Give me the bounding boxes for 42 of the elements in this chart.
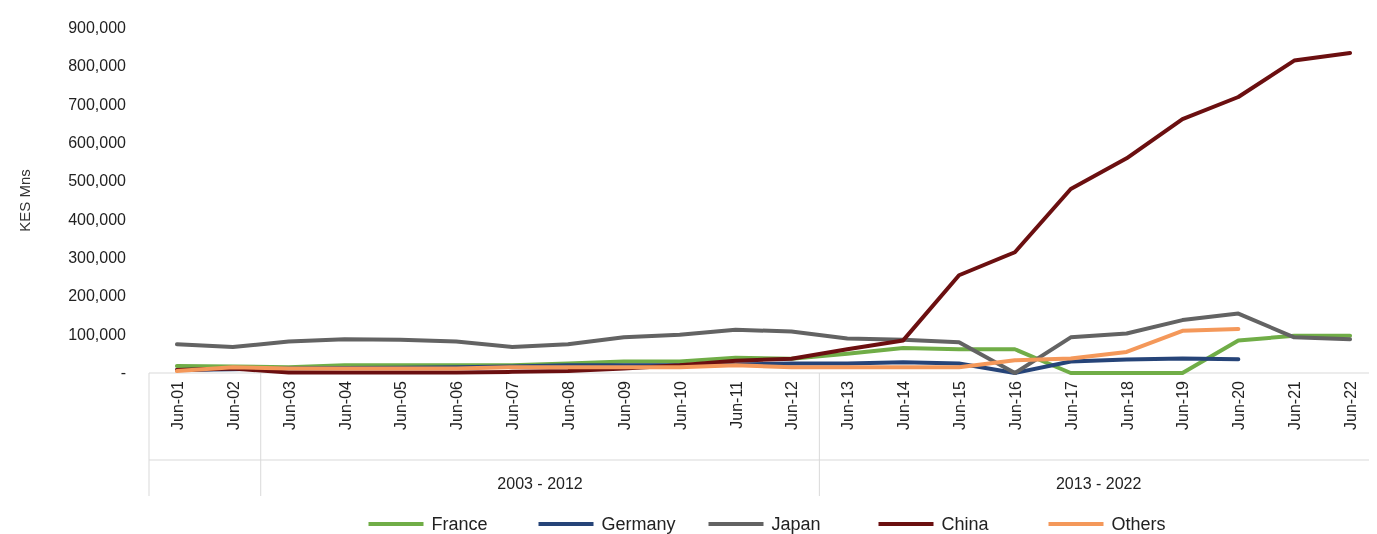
x-tick-label: Jun-21 — [1286, 380, 1304, 430]
x-tick-label: Jun-09 — [615, 380, 633, 430]
x-tick-label: Jun-14 — [895, 380, 913, 430]
y-axis-title: KES Mns — [16, 169, 33, 232]
x-tick-label: Jun-02 — [224, 380, 242, 430]
text: 2003 - 2012 — [497, 475, 583, 492]
y-tick-label: 600,000 — [68, 134, 127, 151]
x-tick-label: Jun-19 — [1174, 380, 1192, 430]
y-tick-label: 100,000 — [68, 325, 127, 343]
y-tick-label: 800,000 — [68, 57, 127, 75]
y-tick-label: 900,000 — [68, 19, 127, 36]
legend-label: China — [941, 514, 990, 534]
x-tick-label: Jun-11 — [727, 380, 745, 429]
x-tick-label: Jun-22 — [1342, 380, 1360, 430]
x-tick-label: Jun-10 — [671, 380, 689, 430]
y-tick-label: 200,000 — [68, 287, 127, 305]
y-tick-label: 700,000 — [68, 95, 127, 113]
x-tick-label: Jun-20 — [1230, 380, 1248, 430]
y-tick-label: 500,000 — [68, 172, 127, 190]
text: 2013 - 2022 — [1055, 475, 1142, 492]
line-series — [174, 311, 1353, 375]
x-tick-label: Jun-06 — [448, 380, 466, 430]
y-tick-label: - — [120, 364, 126, 381]
x-tick-label: Jun-04 — [336, 380, 354, 430]
x-tick-label: Jun-07 — [504, 380, 522, 430]
legend-label: Germany — [601, 514, 676, 534]
x-tick-label: Jun-16 — [1006, 380, 1024, 430]
x-tick-label: Jun-15 — [951, 380, 969, 430]
x-tick-label: Jun-13 — [839, 380, 857, 430]
x-tick-label: Jun-08 — [559, 380, 577, 430]
y-tick-label: 300,000 — [68, 249, 127, 266]
y-tick-label: 400,000 — [68, 210, 127, 228]
x-tick-label: Jun-05 — [392, 380, 410, 430]
x-tick-label: Jun-01 — [168, 380, 186, 430]
x-tick-label: Jun-18 — [1118, 380, 1136, 430]
line-series — [174, 326, 1241, 374]
x-tick-label: Jun-12 — [783, 380, 801, 430]
x-tick-label: Jun-03 — [280, 380, 298, 430]
legend-label: Others — [1111, 514, 1166, 534]
legend-label: Japan — [771, 514, 821, 534]
legend-label: France — [431, 514, 488, 534]
x-tick-label: Jun-17 — [1062, 380, 1080, 430]
